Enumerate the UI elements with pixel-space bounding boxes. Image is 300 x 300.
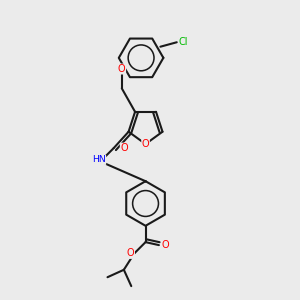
Text: O: O	[162, 240, 169, 250]
Text: HN: HN	[92, 155, 106, 164]
Text: O: O	[118, 64, 126, 74]
Text: Cl: Cl	[178, 37, 188, 47]
Text: O: O	[120, 143, 128, 153]
Text: O: O	[142, 139, 149, 149]
Text: O: O	[127, 248, 134, 258]
